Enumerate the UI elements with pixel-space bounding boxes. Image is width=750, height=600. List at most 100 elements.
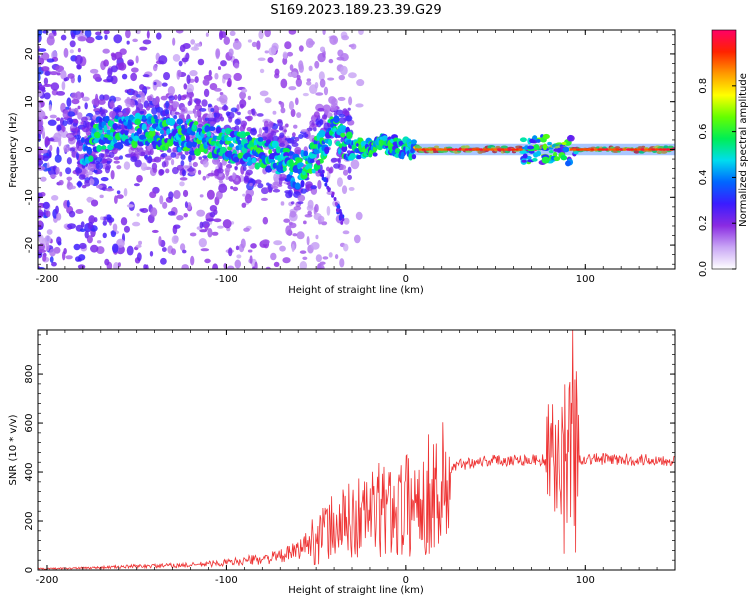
noise-blob	[243, 166, 247, 171]
ridge-blob	[323, 177, 327, 182]
ridge-blob	[568, 134, 573, 141]
noise-blob	[41, 52, 50, 61]
noise-blob	[181, 108, 186, 112]
noise-blob	[353, 234, 361, 244]
noise-blob	[85, 36, 95, 44]
noise-blob	[110, 230, 117, 238]
noise-blob	[49, 174, 57, 178]
noise-blob	[307, 210, 312, 216]
noise-blob	[343, 217, 350, 225]
ridge-core	[618, 148, 624, 151]
noise-blob	[123, 188, 128, 197]
noise-blob	[56, 236, 62, 245]
noise-blob	[83, 120, 87, 129]
noise-blob	[140, 99, 146, 103]
noise-blob	[262, 216, 269, 225]
noise-blob	[150, 207, 158, 217]
noise-blob	[104, 165, 111, 174]
noise-blob	[89, 178, 95, 186]
noise-blob	[109, 110, 117, 119]
noise-blob	[116, 238, 125, 248]
noise-blob	[38, 124, 44, 135]
noise-blob	[288, 100, 295, 111]
noise-blob	[340, 65, 348, 76]
noise-blob	[108, 151, 115, 159]
noise-blob	[44, 136, 50, 147]
ridge-blob	[464, 145, 470, 149]
noise-blob	[183, 83, 188, 90]
noise-blob	[184, 201, 188, 209]
noise-blob	[264, 97, 272, 104]
noise-blob	[167, 86, 175, 96]
noise-blob	[342, 108, 348, 115]
noise-blob	[84, 179, 91, 187]
noise-blob	[38, 220, 43, 226]
noise-blob	[273, 261, 280, 268]
noise-blob	[71, 98, 80, 105]
noise-blob	[80, 116, 88, 123]
y-tick-label: 20	[24, 48, 35, 61]
noise-blob	[146, 95, 153, 102]
ridge-blob	[257, 136, 264, 142]
noise-blob	[302, 92, 309, 97]
noise-blob	[187, 91, 195, 98]
noise-blob	[56, 212, 62, 221]
noise-blob	[298, 134, 304, 139]
noise-blob	[258, 127, 263, 136]
noise-blob	[208, 69, 212, 77]
ridge-blob	[339, 214, 343, 219]
noise-blob	[265, 266, 271, 269]
noise-blob	[146, 30, 150, 39]
noise-blob	[239, 91, 246, 100]
noise-blob	[138, 240, 143, 246]
ridge-core	[432, 148, 437, 151]
x-tick-label: 100	[576, 274, 595, 285]
x-tick-label: 100	[576, 575, 595, 586]
noise-blob	[205, 218, 215, 222]
noise-blob	[216, 190, 223, 200]
ridge-blob	[335, 207, 339, 212]
noise-blob	[319, 78, 326, 88]
ridge-blob	[294, 182, 301, 190]
ridge-core	[579, 148, 584, 151]
noise-blob	[132, 38, 138, 43]
noise-blob	[68, 185, 76, 190]
noise-blob	[217, 225, 224, 229]
noise-blob	[196, 109, 202, 118]
noise-blob	[209, 211, 216, 218]
ridge-core	[611, 148, 617, 151]
ridge-blob	[303, 150, 309, 157]
ridge-blob	[288, 151, 294, 156]
noise-blob	[323, 86, 329, 96]
noise-blob	[273, 240, 283, 246]
noise-blob	[221, 105, 229, 111]
noise-blob	[319, 46, 326, 53]
noise-blob	[250, 243, 257, 249]
noise-blob	[100, 216, 104, 221]
noise-blob	[132, 221, 141, 227]
noise-blob	[190, 255, 195, 266]
ridge-blob	[562, 146, 570, 153]
noise-blob	[303, 220, 307, 225]
ridge-blob	[295, 157, 303, 164]
noise-blob	[187, 167, 195, 172]
noise-blob	[151, 229, 159, 233]
ridge-blob	[324, 146, 330, 155]
noise-blob	[53, 132, 62, 143]
ridge-core	[608, 148, 613, 151]
ridge-blob	[193, 120, 199, 126]
ridge-blob	[541, 156, 550, 164]
noise-blob	[142, 39, 152, 45]
noise-blob	[322, 256, 329, 260]
noise-blob	[199, 107, 207, 112]
noise-blob	[276, 119, 283, 124]
noise-blob	[228, 247, 233, 257]
noise-blob	[355, 103, 364, 108]
ridge-blob	[124, 130, 129, 136]
ridge-core	[486, 148, 491, 151]
ridge-core	[471, 148, 477, 151]
noise-blob	[145, 106, 151, 111]
ridge-core	[644, 148, 649, 151]
noise-blob	[202, 175, 207, 181]
